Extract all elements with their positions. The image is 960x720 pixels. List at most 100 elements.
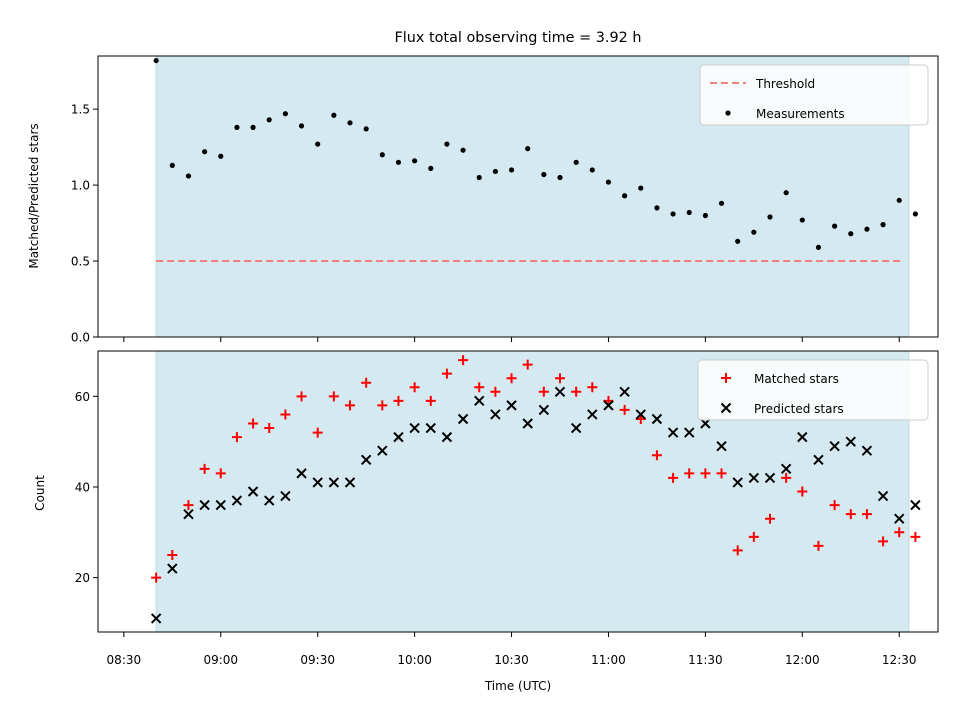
legend-label: Matched stars [754,372,839,386]
measurement-point [460,147,466,153]
predicted-star-point [651,413,663,425]
y-tick-label: 1.0 [71,179,90,193]
x-tick-label: 11:00 [591,653,626,667]
matched-star-point [328,391,339,402]
predicted-star-point [457,413,469,425]
matched-star-point [361,377,372,388]
predicted-star-point [441,431,453,443]
x-tick-label: 11:30 [688,653,723,667]
measurement-point [444,141,450,147]
matched-star-point [668,472,679,483]
predicted-star-point [490,409,501,420]
predicted-star-point [603,400,614,411]
matched-star-point [409,382,420,393]
matched-star-point [829,500,840,511]
measurement-point [476,174,482,181]
measurement-point [202,149,208,155]
predicted-star-point [474,395,485,407]
predicted-star-point [667,427,679,438]
measurement-point [315,141,321,147]
matched-star-point [215,468,226,479]
measurement-point [331,112,337,118]
matched-star-point [878,536,889,547]
legend-label: Predicted stars [754,402,844,416]
predicted-star-point [409,422,420,434]
measurement-point [508,167,515,173]
measurement-point [298,123,305,129]
predicted-star-point [344,477,356,488]
matched-star-point [813,540,824,551]
measurement-point [169,162,175,168]
predicted-star-point [732,477,743,488]
measurement-point [153,57,159,64]
x-tick-label: 12:00 [785,653,820,667]
matched-star-point [732,545,743,556]
matched-star-point [522,359,533,370]
axes-frame [97,350,939,633]
count-panel: Count Time (UTC) 20 40 60 08:30 09:00 09:30 10… [33,350,939,693]
predicted-star-point [861,445,873,456]
x-tick-label: 10:00 [397,653,432,667]
measurement-point [686,209,692,216]
matched-star-point [861,509,872,520]
predicted-star-point [215,499,226,511]
matched-star-point [684,468,695,479]
y-tick-label: 60 [75,390,90,404]
predicted-star-point [328,477,340,488]
measurement-point [282,111,288,117]
matched-star-point [506,373,517,384]
predicted-star-point [167,563,178,574]
matched-star-point [296,391,307,402]
legend-predicted-swatch [720,402,732,414]
matched-star-point [312,427,323,438]
x-tick-label: 12:30 [882,653,917,667]
matched-star-point [765,513,775,524]
y-tick-label: 40 [75,480,90,494]
measurement-point [622,193,628,199]
predicted-star-point [360,454,372,465]
measurement-point [266,117,272,123]
predicted-star-point [247,486,259,497]
y-tick-label: 1.5 [71,103,90,117]
matched-star-point [748,531,759,542]
predicted-star-point [700,418,711,429]
matched-star-point [377,400,388,411]
measurement-point [573,159,579,165]
matched-star-point [619,404,630,415]
ratio-panel: Matched/Predicted stars 0.0 0.5 1.0 1.5 Thre… [27,55,939,345]
matched-star-point [425,395,436,406]
measurement-point [638,185,644,191]
measurement-point [492,168,498,175]
count-y-axis-label: Count [33,475,47,511]
matched-star-point [280,409,291,420]
y-tick-label: 0.5 [71,255,90,269]
predicted-star-point [877,490,889,502]
measurement-point [525,146,531,152]
chart-title: Flux total observing time = 3.92 h [395,30,642,46]
predicted-star-point [264,495,275,506]
measurement-point [848,231,854,237]
predicted-star-point [910,499,921,511]
predicted-star-point [538,404,550,416]
matched-star-point [231,432,242,443]
predicted-star-point [845,436,856,447]
predicted-star-point [554,386,566,397]
matched-star-point [458,355,469,366]
measurement-point [832,223,838,229]
measurement-point [557,174,563,181]
predicted-star-point [764,472,776,484]
matched-star-point [555,373,565,384]
measurement-point [880,222,886,228]
matched-star-point [894,527,905,538]
matched-star-point [264,423,275,434]
legend-matched-swatch [721,373,731,383]
matched-star-point [441,368,452,379]
predicted-star-point [716,440,727,452]
measurement-point [234,124,240,130]
measurement-point [347,120,353,126]
legend-box [699,64,929,126]
predicted-star-point [150,613,162,624]
axes-frame [97,55,939,338]
predicted-star-point [570,422,582,434]
